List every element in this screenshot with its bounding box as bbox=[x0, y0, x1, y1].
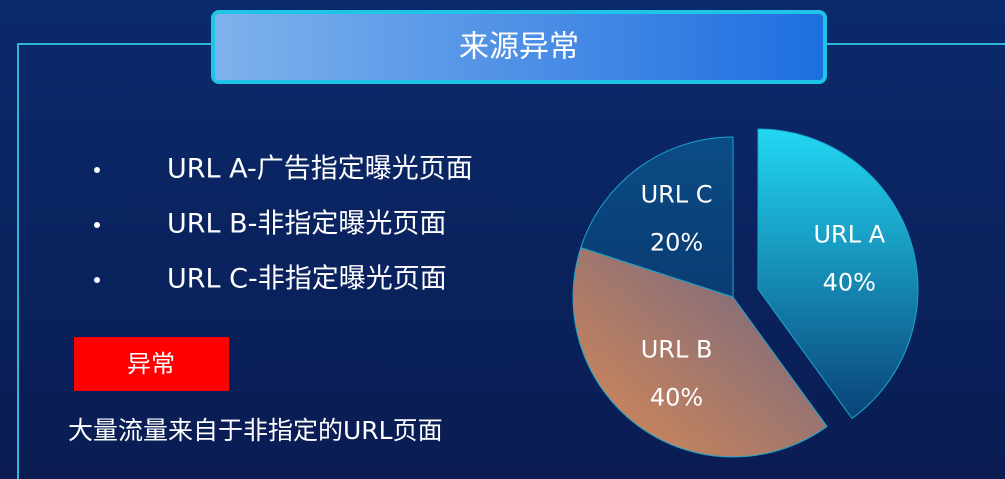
slice-category: URL A bbox=[813, 220, 885, 248]
slice-category: URL C bbox=[641, 180, 713, 208]
bullet-dot bbox=[94, 277, 100, 283]
slice-category: URL B bbox=[641, 336, 713, 364]
slice-value-label: 40% bbox=[650, 384, 703, 412]
bullet-text: URL A-广告指定曝光页面 bbox=[167, 154, 473, 185]
pie-slice bbox=[580, 136, 734, 298]
bullet-text: URL C-非指定曝光页面 bbox=[167, 264, 447, 295]
slice-value-label: 20% bbox=[650, 228, 703, 256]
title-box bbox=[211, 10, 827, 84]
caption: 大量流量来自于非指定的URL页面 bbox=[68, 416, 443, 445]
pie-slice bbox=[572, 246, 828, 458]
frame-line bbox=[17, 43, 1005, 479]
bullet-dot bbox=[94, 222, 100, 228]
bullet-list: URL A-广告指定曝光页面 URL B-非指定曝光页面 URL C-非指定曝光页面 bbox=[94, 154, 473, 295]
tag-box bbox=[74, 337, 229, 391]
pie: URL A 40% URL B 40% URL C 20% bbox=[572, 128, 919, 458]
tag: 异常 bbox=[127, 350, 175, 378]
title: 来源异常 bbox=[459, 30, 579, 65]
bullet-dot bbox=[94, 167, 100, 173]
bullet-text: URL B-非指定曝光页面 bbox=[167, 209, 446, 240]
pie-slice bbox=[757, 128, 919, 420]
slice-value-label: 40% bbox=[823, 268, 876, 296]
